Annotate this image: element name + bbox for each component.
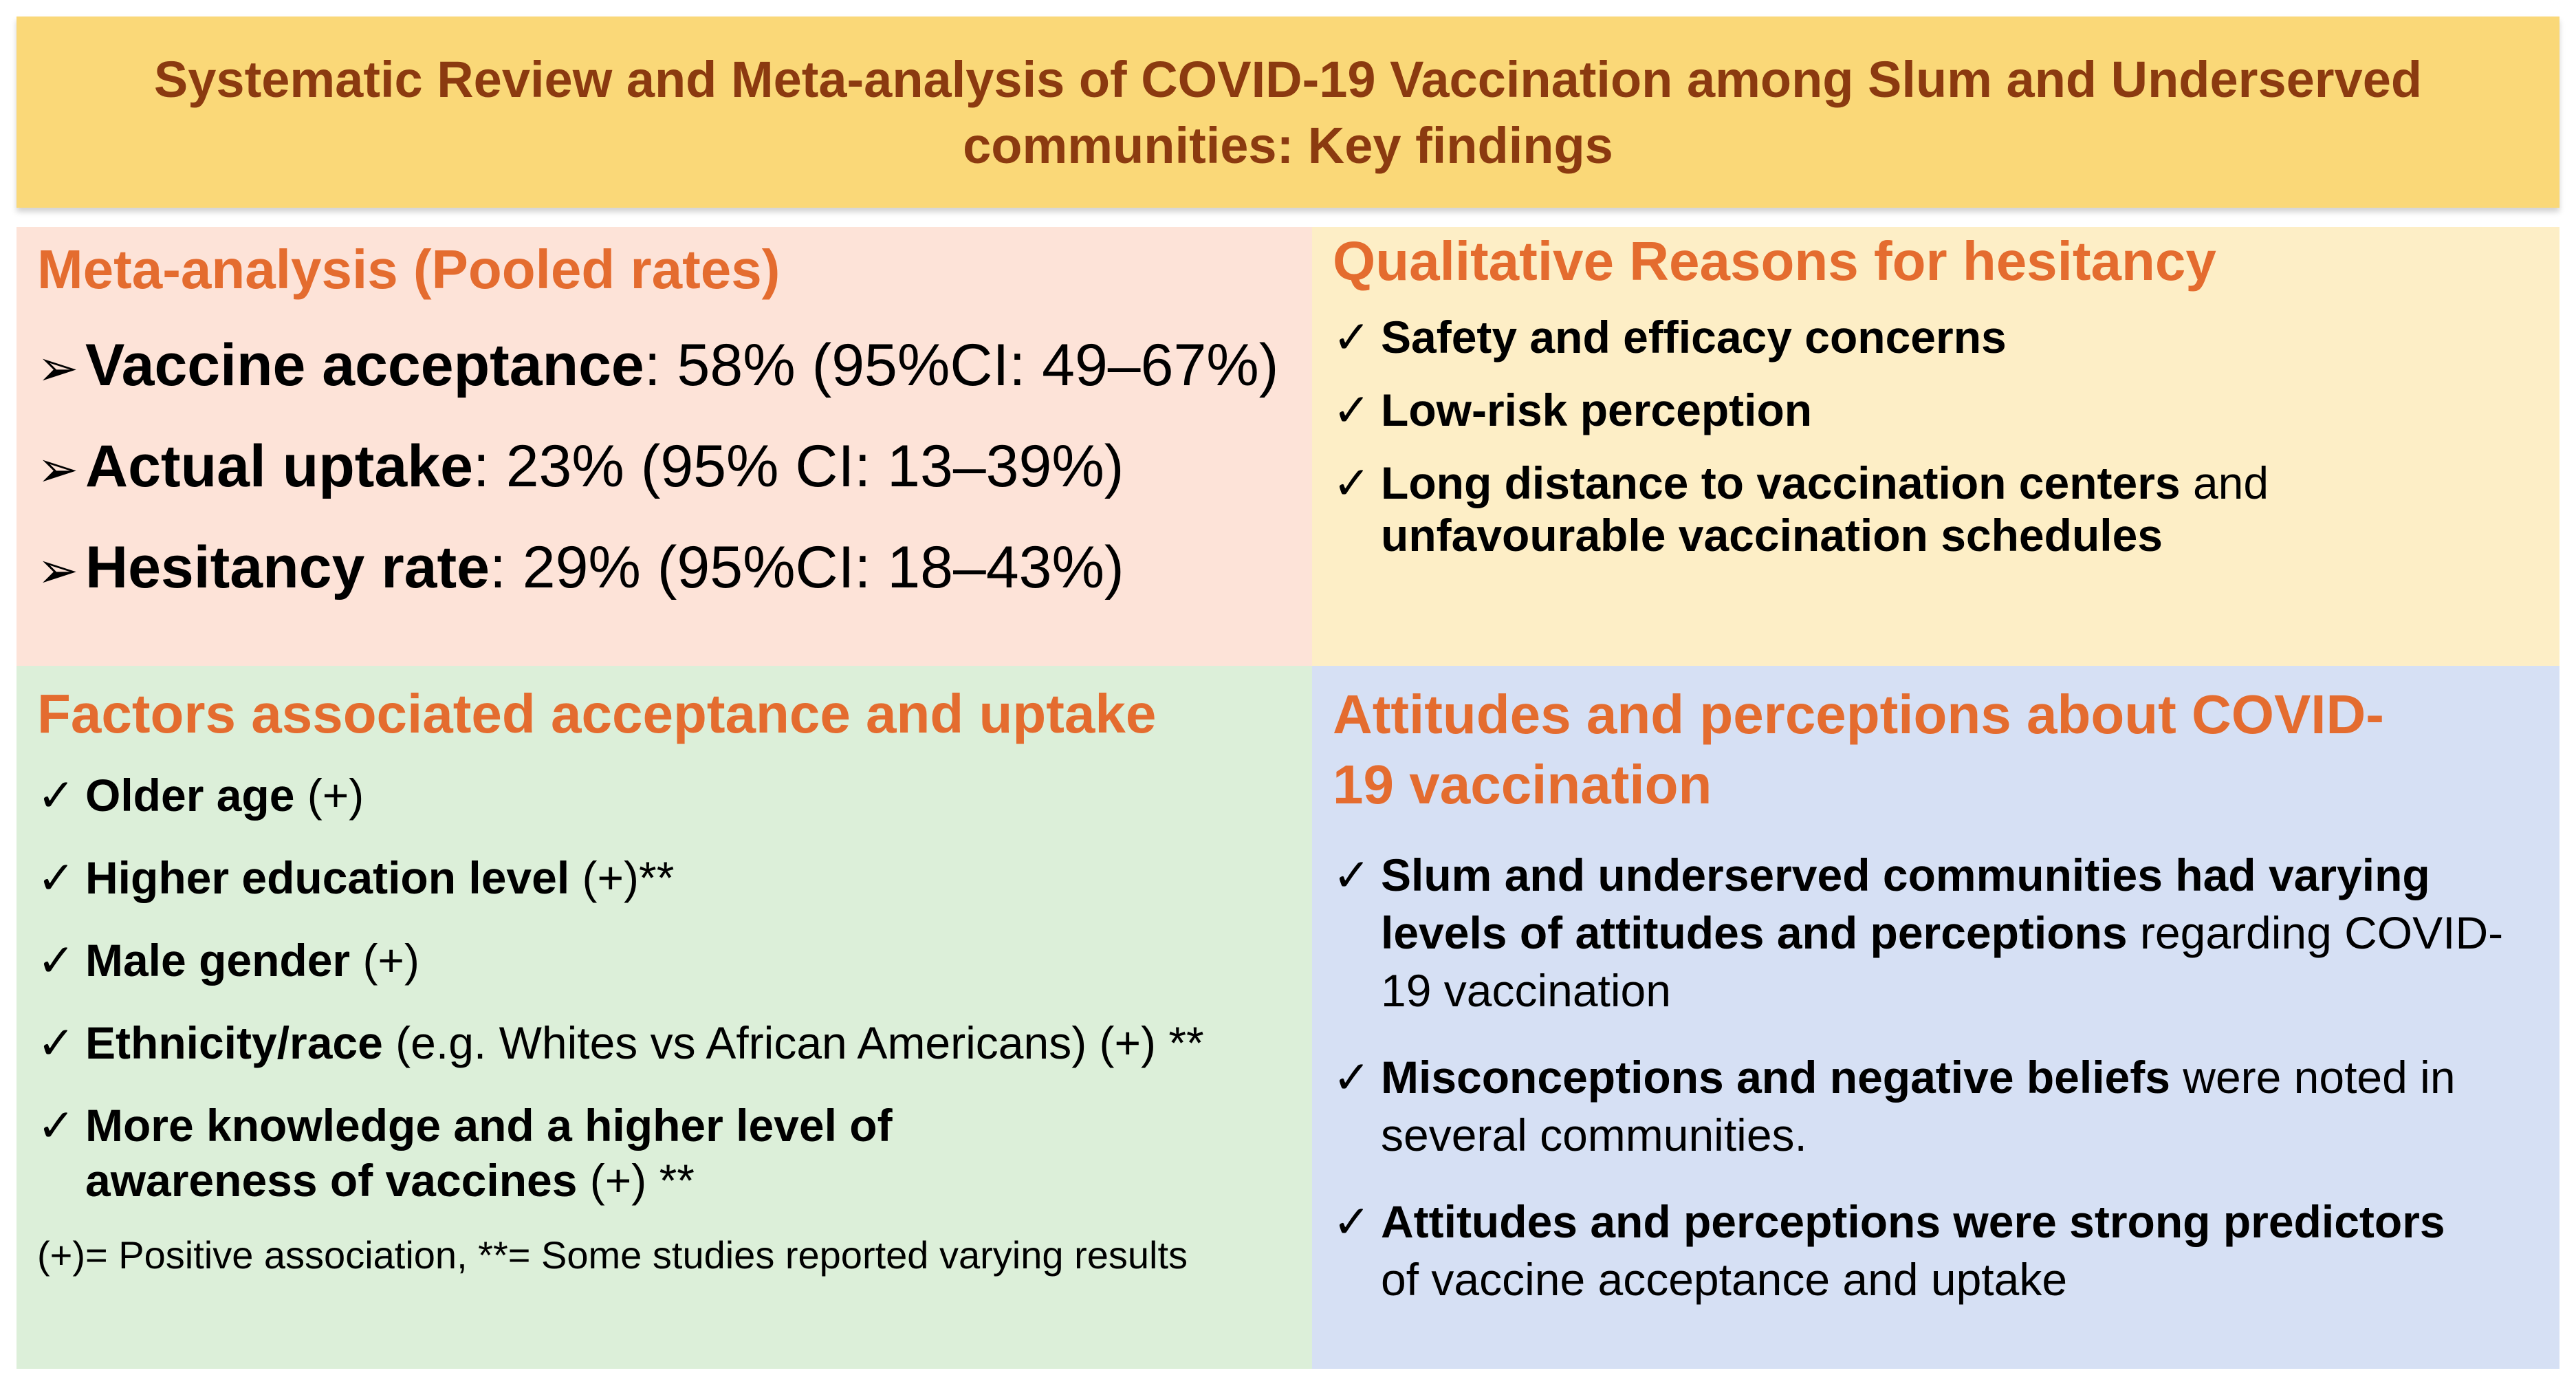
pooled-rates-list: ➢ Vaccine acceptance: 58% (95%CI: 49–67%)…: [37, 316, 1312, 620]
check-icon: ✓: [37, 852, 76, 903]
attitudes-panel: Attitudes and perceptions about COVID-19…: [1312, 666, 2559, 1369]
list-item: ✓ Misconceptions and negative beliefs we…: [1333, 1048, 2559, 1164]
hesitancy-reasons-title: Qualitative Reasons for hesitancy: [1333, 230, 2216, 292]
pooled-rate-item: ➢ Actual uptake: 23% (95% CI: 13–39%): [37, 418, 1312, 519]
rate-value: : 29% (95%CI: 18–43%): [489, 534, 1124, 600]
list-item: ✓ Older age (+): [37, 768, 1312, 823]
list-item: ✓ Slum and underserved communities had va…: [1333, 846, 2559, 1019]
hesitancy-reasons-panel: Qualitative Reasons for hesitancy ✓ Safet…: [1312, 227, 2559, 666]
banner-title-line-2: communities: Key findings: [963, 117, 1613, 174]
rate-label: Vaccine acceptance: [85, 332, 644, 398]
pooled-rate-item: ➢ Hesitancy rate: 29% (95%CI: 18–43%): [37, 519, 1312, 620]
pooled-rate-item: ➢ Vaccine acceptance: 58% (95%CI: 49–67%): [37, 316, 1312, 418]
rate-label: Actual uptake: [85, 433, 473, 499]
check-icon: ✓: [1333, 849, 1371, 900]
hesitancy-reasons-list: ✓ Safety and efficacy concerns ✓ Low-risk …: [1333, 311, 2559, 561]
meta-analysis-panel: Meta-analysis (Pooled rates) ➢ Vaccine ac…: [17, 227, 1312, 666]
check-icon: ✓: [1333, 312, 1371, 362]
banner-title-line-1: Systematic Review and Meta-analysis of C…: [153, 51, 2423, 108]
check-icon: ✓: [37, 1017, 76, 1068]
list-item: ✓ Ethnicity/race (e.g. Whites vs African …: [37, 1015, 1312, 1070]
list-item: ✓ Higher education level (+)**: [37, 850, 1312, 905]
associated-factors-list: ✓ Older age (+) ✓ Higher education level (…: [37, 768, 1312, 1208]
check-icon: ✓: [1333, 1052, 1371, 1103]
list-item: ✓ More knowledge and a higher level of aw…: [37, 1098, 1312, 1208]
check-icon: ✓: [1333, 1196, 1371, 1247]
check-icon: ✓: [1333, 457, 1371, 508]
footnote: (+)= Positive association, **= Some stud…: [37, 1233, 1188, 1277]
check-icon: ✓: [37, 935, 76, 986]
attitudes-list: ✓ Slum and underserved communities had va…: [1333, 846, 2559, 1308]
rate-value: : 58% (95%CI: 49–67%): [644, 332, 1279, 398]
list-item: ✓ Attitudes and perceptions were strong p…: [1333, 1193, 2559, 1308]
check-icon: ✓: [37, 770, 76, 821]
title-banner: Systematic Review and Meta-analysis of C…: [17, 17, 2559, 208]
list-item: ✓ Male gender (+): [37, 933, 1312, 988]
attitudes-title: Attitudes and perceptions about COVID-19…: [1333, 684, 2384, 815]
list-item: ✓ Safety and efficacy concerns: [1333, 312, 2007, 362]
check-icon: ✓: [37, 1100, 76, 1151]
arrow-bullet-icon: ➢: [37, 543, 79, 598]
check-icon: ✓: [1333, 385, 1371, 435]
associated-factors-title: Factors associated acceptance and uptake: [37, 683, 1157, 744]
meta-analysis-title: Meta-analysis (Pooled rates): [37, 239, 781, 300]
list-item: ✓ Low-risk perception: [1333, 385, 1813, 435]
list-item: ✓ Long distance to vaccination centers an…: [1333, 457, 2269, 561]
arrow-bullet-icon: ➢: [37, 341, 79, 396]
rate-label: Hesitancy rate: [85, 534, 490, 600]
rate-value: : 23% (95% CI: 13–39%): [472, 433, 1124, 499]
associated-factors-panel: Factors associated acceptance and uptake…: [17, 666, 1312, 1369]
arrow-bullet-icon: ➢: [37, 442, 79, 497]
